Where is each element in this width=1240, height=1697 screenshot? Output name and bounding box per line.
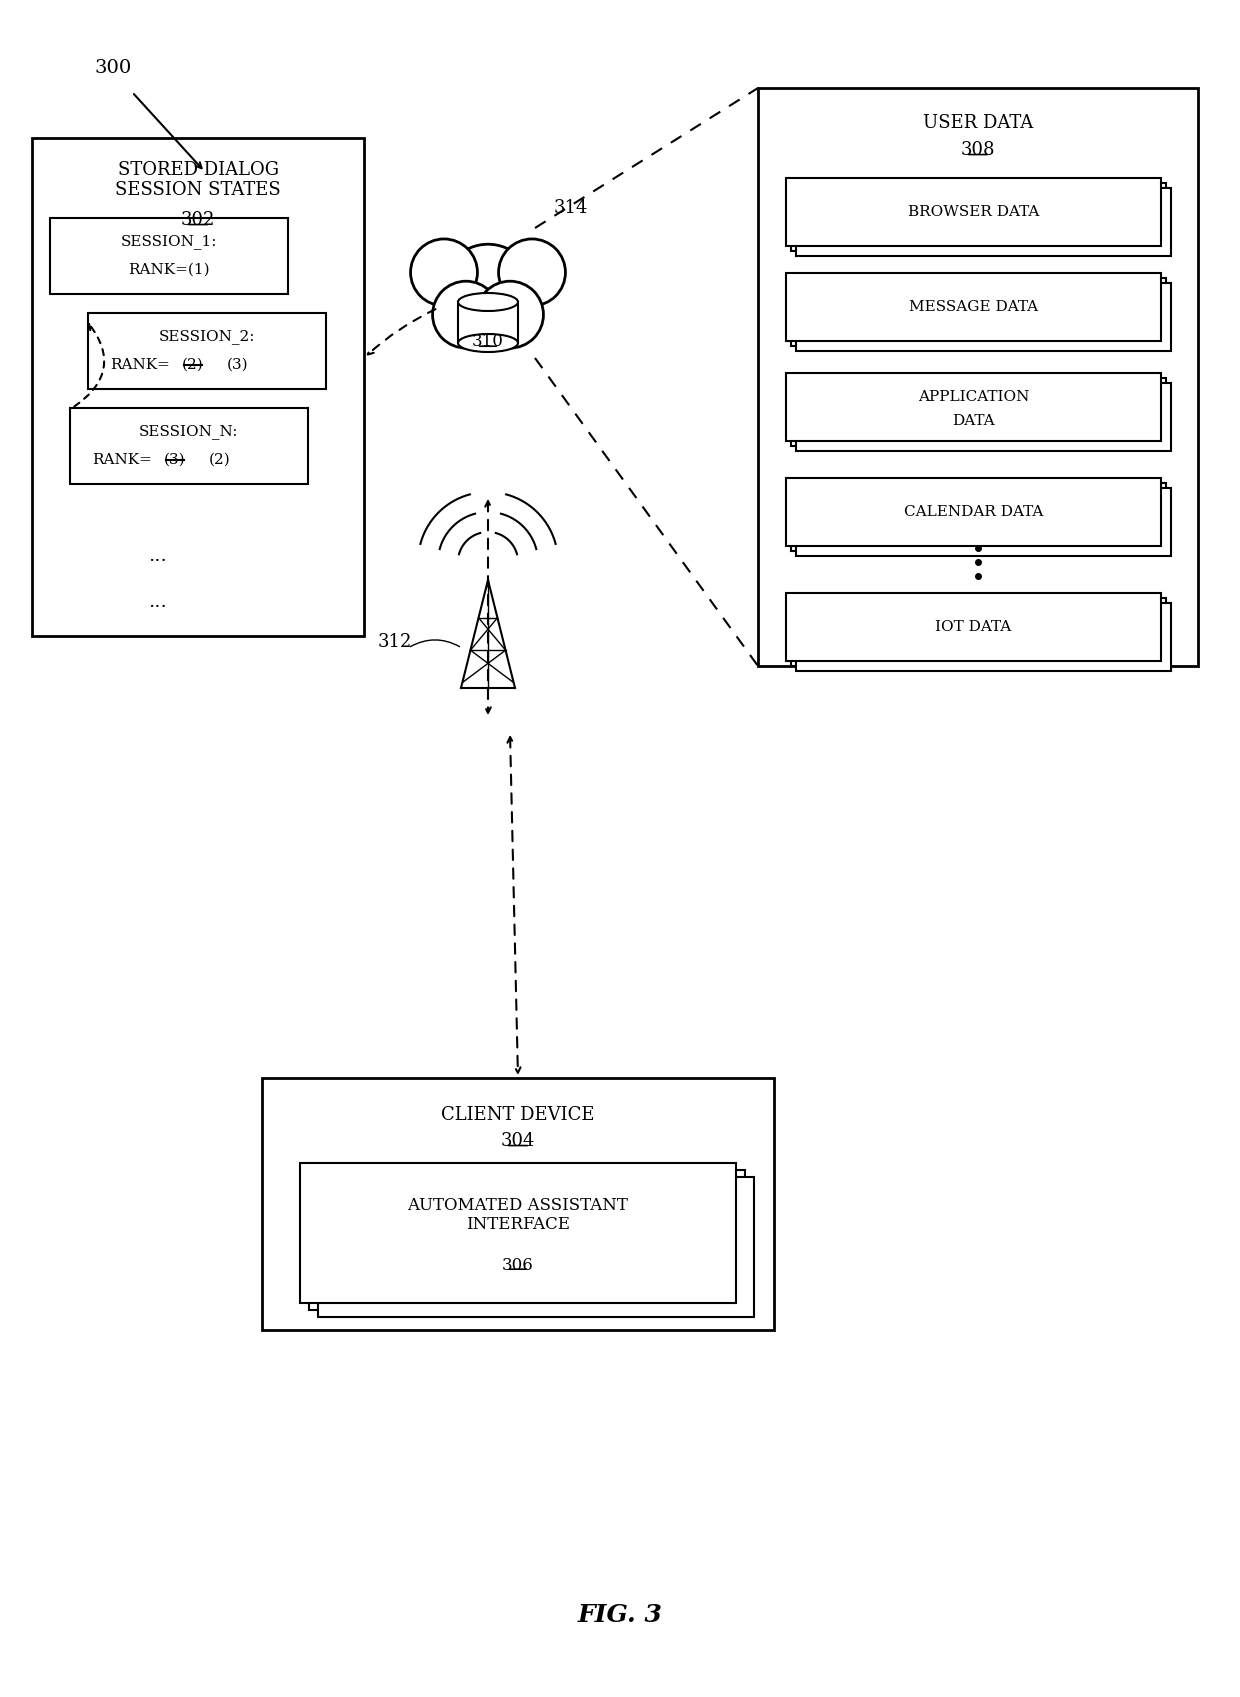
Text: 306: 306 [502,1256,534,1273]
Circle shape [433,282,500,348]
Bar [88,312,326,389]
Bar [786,592,1161,662]
Text: RANK=: RANK= [92,453,153,467]
Text: 312: 312 [378,633,413,652]
Text: 302: 302 [181,210,216,229]
Bar [69,407,308,484]
Bar [317,1178,754,1317]
Text: 308: 308 [961,141,996,160]
Text: SESSION_2:: SESSION_2: [159,329,255,344]
Circle shape [476,282,543,348]
Bar [458,302,518,343]
Text: STORED DIALOG
SESSION STATES: STORED DIALOG SESSION STATES [115,161,281,200]
Text: CALENDAR DATA: CALENDAR DATA [904,506,1043,519]
Text: ...: ... [149,546,167,565]
Bar [796,283,1171,351]
Text: SESSION_1:: SESSION_1: [120,234,217,249]
Text: ...: ... [149,592,167,611]
Text: APPLICATION: APPLICATION [918,390,1029,404]
Text: 310: 310 [472,334,503,351]
Bar [786,178,1161,246]
Text: (2): (2) [182,358,203,372]
Ellipse shape [458,294,518,311]
Bar [796,489,1171,557]
Text: (3): (3) [164,453,186,467]
Circle shape [498,239,565,305]
Text: RANK=(1): RANK=(1) [128,263,210,277]
Bar [796,188,1171,256]
Text: 300: 300 [95,59,133,76]
Bar [758,88,1198,665]
Text: (2): (2) [210,453,231,467]
Bar [786,479,1161,546]
Text: DATA: DATA [952,414,994,428]
Text: RANK=: RANK= [110,358,170,372]
Bar [786,373,1161,441]
Bar [796,602,1171,670]
Text: FIG. 3: FIG. 3 [578,1604,662,1627]
Circle shape [410,239,477,305]
Text: BROWSER DATA: BROWSER DATA [908,205,1039,219]
Text: CLIENT DEVICE: CLIENT DEVICE [441,1106,595,1123]
Circle shape [461,297,515,350]
Text: IOT DATA: IOT DATA [935,619,1012,635]
Bar [791,278,1166,346]
Bar [791,183,1166,251]
Bar [791,484,1166,552]
Text: SESSION_N:: SESSION_N: [139,424,239,440]
Text: 314: 314 [554,199,588,217]
Ellipse shape [458,334,518,351]
Text: USER DATA: USER DATA [923,114,1033,132]
Bar [32,137,365,636]
Bar [309,1169,745,1310]
Bar [791,378,1166,446]
Circle shape [443,244,533,336]
Text: 304: 304 [501,1132,536,1151]
Text: AUTOMATED ASSISTANT
INTERFACE: AUTOMATED ASSISTANT INTERFACE [408,1196,629,1234]
Bar [796,384,1171,451]
Bar [300,1162,737,1303]
Text: (3): (3) [227,358,249,372]
Bar [262,1078,774,1330]
Bar [791,597,1166,665]
Text: MESSAGE DATA: MESSAGE DATA [909,300,1038,314]
Bar [786,273,1161,341]
Bar [50,217,288,294]
